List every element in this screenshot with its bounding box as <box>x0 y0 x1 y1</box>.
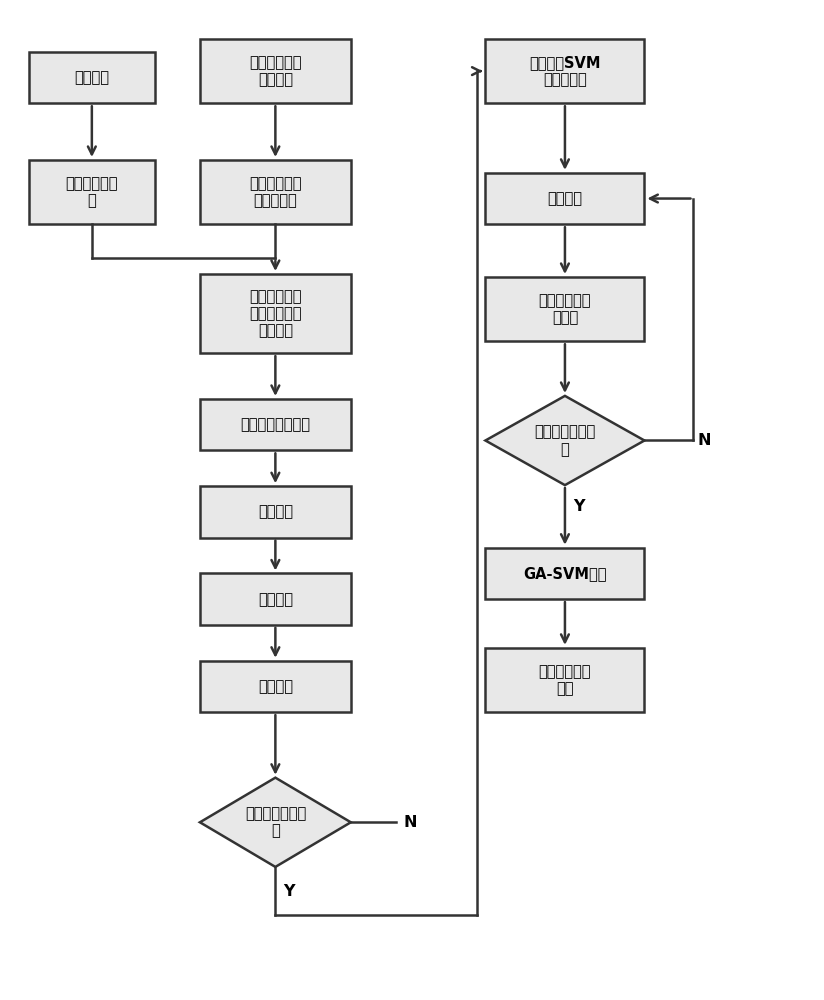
Text: 验证模型的准
确性: 验证模型的准 确性 <box>539 664 591 696</box>
Text: Y: Y <box>574 499 584 514</box>
Text: 设置种群数目
和优化目标: 设置种群数目 和优化目标 <box>249 176 302 208</box>
FancyBboxPatch shape <box>485 548 644 599</box>
FancyBboxPatch shape <box>200 486 351 538</box>
Text: 支持向量机参
数初始化: 支持向量机参 数初始化 <box>249 55 302 87</box>
Text: N: N <box>697 433 711 448</box>
Text: Y: Y <box>283 884 295 899</box>
FancyBboxPatch shape <box>200 274 351 353</box>
Text: 交叉操作: 交叉操作 <box>258 592 293 607</box>
Text: 各种群适应度计算: 各种群适应度计算 <box>241 417 311 432</box>
Text: 误差计算: 误差计算 <box>547 191 583 206</box>
Text: 是否达到优化目
标: 是否达到优化目 标 <box>245 806 306 838</box>
Polygon shape <box>485 396 644 485</box>
Text: 获得最佳SVM
初始参数值: 获得最佳SVM 初始参数值 <box>529 55 601 87</box>
Text: N: N <box>404 815 417 830</box>
FancyBboxPatch shape <box>29 160 155 224</box>
FancyBboxPatch shape <box>485 648 644 712</box>
FancyBboxPatch shape <box>29 52 155 103</box>
Text: 样本数据预处
理: 样本数据预处 理 <box>66 176 118 208</box>
Text: 对正规化参数
和核参数进行
实数编码: 对正规化参数 和核参数进行 实数编码 <box>249 289 302 338</box>
FancyBboxPatch shape <box>200 399 351 450</box>
FancyBboxPatch shape <box>485 277 644 341</box>
FancyBboxPatch shape <box>200 661 351 712</box>
FancyBboxPatch shape <box>485 173 644 224</box>
FancyBboxPatch shape <box>200 160 351 224</box>
Text: GA-SVM建模: GA-SVM建模 <box>523 566 606 581</box>
FancyBboxPatch shape <box>200 573 351 625</box>
Text: 选择操作: 选择操作 <box>258 504 293 519</box>
Text: 预测模型参数
的更新: 预测模型参数 的更新 <box>539 293 591 325</box>
Text: 样本数据: 样本数据 <box>74 70 110 85</box>
Text: 变异操作: 变异操作 <box>258 679 293 694</box>
Polygon shape <box>200 778 351 867</box>
FancyBboxPatch shape <box>485 39 644 103</box>
Text: 是否满足结束条
件: 是否满足结束条 件 <box>534 424 596 457</box>
FancyBboxPatch shape <box>200 39 351 103</box>
